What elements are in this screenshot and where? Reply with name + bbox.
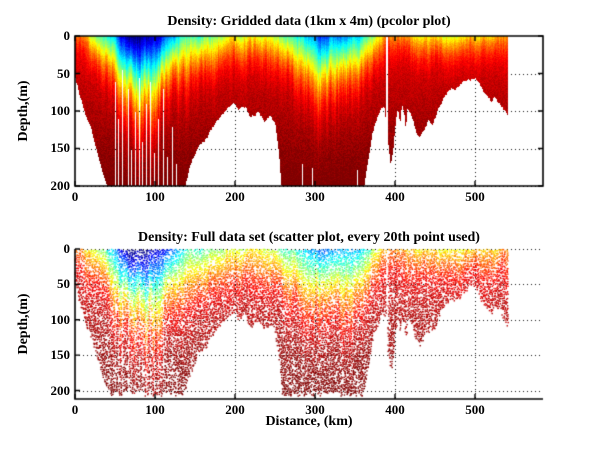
bottom-xtick-400: 400 [385, 402, 405, 417]
top-ytick-100: 100 [50, 103, 71, 118]
bottom-xtick-100: 100 [145, 402, 165, 417]
top-ytick-50: 50 [57, 66, 70, 81]
top-ytick-0: 0 [63, 28, 71, 43]
top-xtick-100: 100 [145, 189, 165, 204]
top-plot-title: Density: Gridded data (1km x 4m) (pcolor… [167, 14, 451, 29]
bottom-ytick-0: 0 [63, 241, 71, 256]
top-xtick-200: 200 [225, 189, 245, 204]
top-ytick-150: 150 [50, 140, 71, 155]
top-ytick-200: 200 [50, 178, 71, 193]
bottom-plot-title: Density: Full data set (scatter plot, ev… [138, 230, 480, 245]
bottom-ytick-100: 100 [50, 312, 71, 327]
bottom-xtick-300: 300 [305, 402, 325, 417]
top-xtick-0: 0 [71, 189, 79, 204]
bottom-ytick-50: 50 [57, 276, 70, 291]
x-axis-label: Distance, (km) [265, 414, 353, 429]
bottom-xtick-500: 500 [465, 402, 485, 417]
bottom-xtick-0: 0 [71, 402, 79, 417]
top-xtick-500: 500 [465, 189, 485, 204]
bottom-ytick-150: 150 [50, 347, 71, 362]
top-xtick-400: 400 [385, 189, 405, 204]
bottom-ytick-200: 200 [50, 383, 71, 398]
top-xtick-300: 300 [305, 189, 325, 204]
bottom-xtick-200: 200 [225, 402, 245, 417]
